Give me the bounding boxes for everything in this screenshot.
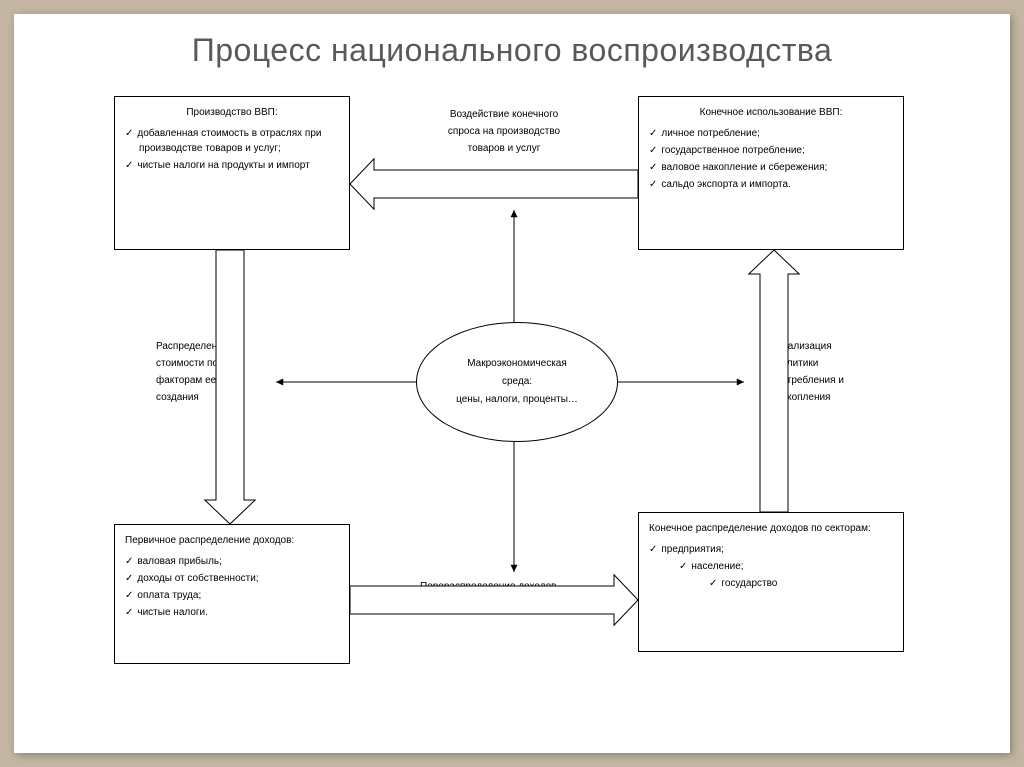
box-final-use-gdp: Конечное использование ВВП: личное потре… — [638, 96, 904, 250]
ellipse-line: цены, налоги, проценты… — [417, 391, 617, 409]
box-title: Производство ВВП: — [125, 105, 339, 120]
box-list: добавленная стоимость в отраслях при про… — [125, 126, 339, 173]
box-title: Первичное распределение доходов: — [125, 533, 339, 548]
list-item: предприятия; — [663, 542, 893, 557]
list-item: сальдо экспорта и импорта. — [663, 177, 893, 192]
slide: Процесс национального воспроизводства Пр… — [14, 14, 1010, 753]
list-item: чистые налоги на продукты и импорт — [139, 158, 339, 173]
box-final-distribution: Конечное распределение доходов по сектор… — [638, 512, 904, 652]
label-bottom: Перераспределение доходовпо институционн… — [414, 574, 604, 616]
list-item: валовое накопление и сбережения; — [663, 160, 893, 175]
list-item: чистые налоги. — [139, 605, 339, 620]
ellipse-macro-env: Макроэкономическая среда: цены, налоги, … — [416, 322, 618, 442]
list-item: оплата труда; — [139, 588, 339, 603]
box-production-gdp: Производство ВВП: добавленная стоимость … — [114, 96, 350, 250]
box-list: валовая прибыль; доходы от собственности… — [125, 554, 339, 620]
list-item: валовая прибыль; — [139, 554, 339, 569]
list-item: население; — [693, 559, 893, 574]
slide-title: Процесс национального воспроизводства — [14, 32, 1010, 69]
ellipse-line: среда: — [417, 373, 617, 391]
box-primary-distribution: Первичное распределение доходов: валовая… — [114, 524, 350, 664]
box-list: предприятия; население; государство — [649, 542, 893, 591]
list-item: государство — [723, 576, 893, 591]
label-top: Воздействие конечногоспроса на производс… — [424, 102, 584, 161]
ellipse-line: Макроэкономическая — [417, 355, 617, 373]
label-left: Распределениестоимости пофакторам еесозд… — [150, 334, 260, 410]
list-item: личное потребление; — [663, 126, 893, 141]
box-title: Конечное использование ВВП: — [649, 105, 893, 120]
list-item: доходы от собственности; — [139, 571, 339, 586]
label-right: Реализацияполитикипотребления инакоплени… — [770, 334, 880, 410]
box-title: Конечное распределение доходов по сектор… — [649, 521, 893, 536]
list-item: государственное потребление; — [663, 143, 893, 158]
box-list: личное потребление; государственное потр… — [649, 126, 893, 192]
list-item: добавленная стоимость в отраслях при про… — [139, 126, 339, 156]
